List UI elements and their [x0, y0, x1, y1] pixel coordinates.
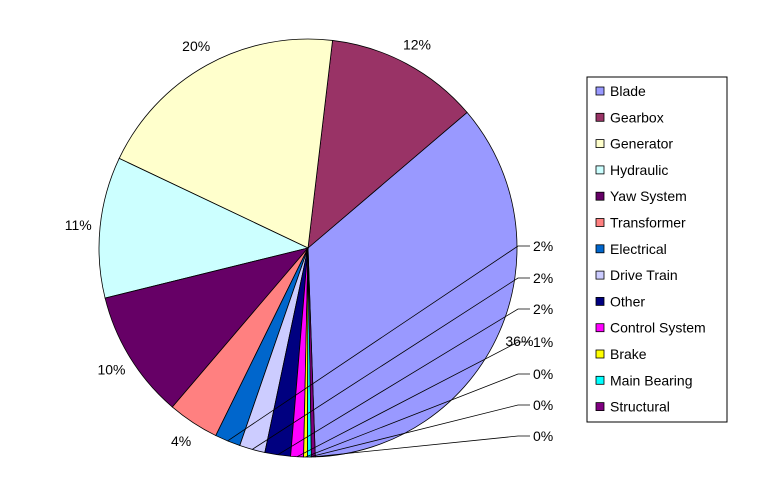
legend-label-control-system: Control System [610, 320, 706, 336]
legend-label-hydraulic: Hydraulic [610, 162, 668, 178]
leader-line-electrical [227, 245, 530, 442]
leader-lines [227, 245, 530, 458]
leader-line-other [277, 308, 530, 456]
leader-line-brake [305, 373, 530, 458]
legend-label-blade: Blade [610, 83, 646, 99]
legend-swatch-gearbox [595, 112, 605, 122]
pie-slices [98, 38, 518, 458]
legend-label-electrical: Electrical [610, 241, 667, 257]
slice-blade [307, 111, 518, 458]
data-label-gearbox: 12% [403, 36, 431, 52]
legend-label-other: Other [610, 293, 645, 309]
data-label-structural: 0% [533, 428, 553, 444]
data-label-yaw-system: 10% [97, 361, 125, 377]
data-label-generator: 20% [182, 38, 210, 54]
slice-gearbox [307, 39, 468, 249]
legend-swatch-blade [595, 86, 605, 96]
legend-box [586, 76, 728, 423]
legend-swatch-generator [595, 139, 605, 149]
legend-swatch-structural [595, 402, 605, 412]
leader-line-drive-train [251, 277, 530, 450]
legend-swatch-drive-train [595, 270, 605, 280]
data-label-brake: 0% [533, 366, 553, 382]
legend-swatch-main-bearing [595, 375, 605, 385]
slice-hydraulic [98, 157, 310, 299]
data-label-control-system: 1% [533, 334, 553, 350]
data-label-hydraulic: 11% [65, 217, 92, 233]
legend-swatch-yaw-system [595, 191, 605, 201]
slice-yaw-system [104, 247, 310, 408]
leader-line-main-bearing [309, 404, 530, 458]
leader-line-control-system [296, 341, 530, 458]
legend-label-brake: Brake [610, 346, 647, 362]
legend-label-structural: Structural [610, 399, 670, 415]
data-label-drive-train: 2% [533, 270, 553, 286]
legend: Blade Gearbox Generator Hydraulic Yaw System… [586, 76, 728, 423]
legend-label-gearbox: Gearbox [610, 109, 664, 125]
data-label-electrical: 2% [533, 238, 553, 254]
leader-line-structural [313, 435, 530, 458]
data-label-other: 2% [533, 301, 553, 317]
legend-swatch-other [595, 296, 605, 306]
legend-swatch-electrical [595, 244, 605, 254]
data-label-main-bearing: 0% [533, 397, 553, 413]
legend-swatch-control-system [595, 323, 605, 333]
legend-label-drive-train: Drive Train [610, 267, 678, 283]
legend-label-generator: Generator [610, 136, 673, 152]
slice-generator [118, 38, 333, 249]
data-label-blade: 36% [505, 333, 533, 349]
legend-swatch-brake [595, 349, 605, 359]
legend-label-main-bearing: Main Bearing [610, 372, 693, 388]
data-labels: 36% 12% 20% 11% 10% 4% 2% 2% 2% 1% 0% 0% 0% [65, 36, 554, 449]
legend-label-transformer: Transformer [610, 215, 686, 231]
data-label-transformer: 4% [171, 433, 191, 449]
legend-label-yaw-system: Yaw System [610, 188, 687, 204]
legend-swatch-transformer [595, 218, 605, 227]
legend-swatch-hydraulic [595, 165, 605, 175]
